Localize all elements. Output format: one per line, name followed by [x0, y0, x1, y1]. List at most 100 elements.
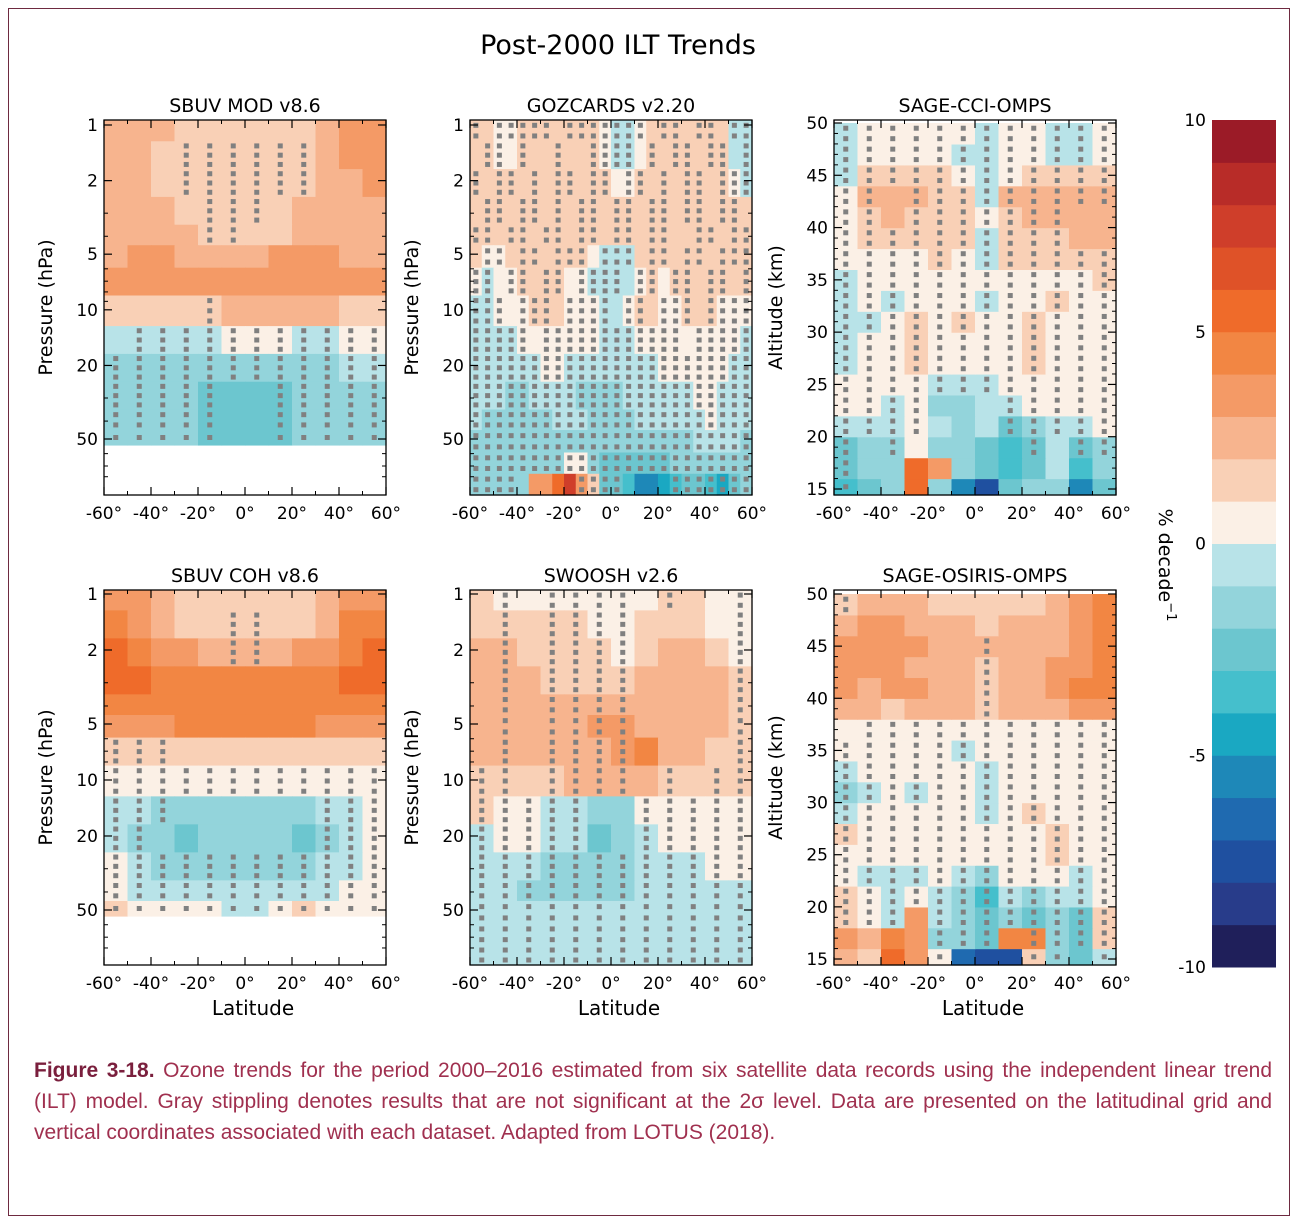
heatmap-cell [681, 714, 706, 739]
stipple-dot [1078, 920, 1084, 925]
heatmap-cell [1069, 457, 1094, 480]
stipple-dot [1054, 909, 1060, 915]
x-tick-label: 60° [737, 974, 767, 994]
stipple-dot [555, 383, 561, 389]
stipple-dot [526, 904, 532, 910]
heatmap-cell [998, 886, 1023, 908]
stipple-dot [502, 592, 508, 598]
y-tick-label: 5 [453, 715, 464, 735]
stipple-dot [254, 365, 260, 371]
stipple-dot [661, 455, 667, 461]
stipple-dot [984, 293, 990, 299]
heatmap-cell [658, 245, 671, 269]
stipple-dot [324, 328, 330, 334]
stipple-dot [684, 383, 690, 389]
stipple-dot [1078, 261, 1084, 267]
stipple-dot [1031, 303, 1037, 309]
heatmap-cell [904, 415, 929, 438]
heatmap-cell [564, 224, 577, 246]
stipple-dot [937, 345, 943, 351]
stipple-dot [626, 318, 632, 324]
heatmap-cell [362, 610, 387, 639]
heatmap-cell [904, 478, 929, 496]
heatmap-cell [245, 120, 270, 142]
stipple-dot [520, 237, 526, 243]
stipple-dot [573, 729, 579, 735]
heatmap-cell [681, 409, 694, 431]
stipple-dot [626, 199, 632, 205]
stipple-dot [1078, 418, 1084, 424]
stipple-dot [555, 346, 561, 352]
stipple-dot [661, 422, 667, 428]
heatmap-cell [315, 638, 340, 667]
stipple-dot [614, 346, 620, 352]
stipple-dot [549, 957, 555, 963]
heatmap-cell [245, 796, 270, 825]
stipple-dot [183, 337, 189, 343]
stipple-dot [866, 157, 872, 163]
stipple-dot [984, 680, 990, 686]
heatmap-cell [1069, 740, 1094, 762]
heatmap-cell [728, 880, 753, 902]
stipple-dot [913, 334, 919, 340]
stipple-dot [708, 383, 714, 389]
stipple-dot [843, 899, 849, 905]
stipple-dot [573, 817, 579, 823]
stipple-dot [731, 476, 737, 482]
heatmap-cell [517, 923, 542, 946]
stipple-dot [913, 784, 919, 790]
stipple-dot [731, 298, 737, 304]
stipple-dot [913, 387, 919, 393]
stipple-dot [549, 807, 555, 813]
heatmap-cell [928, 802, 953, 825]
stipple-dot [984, 669, 990, 675]
heatmap-cell [881, 269, 906, 291]
stipple-dot [643, 904, 649, 910]
stipple-dot [614, 476, 620, 482]
heatmap-cell [127, 666, 152, 695]
stipple-dot [602, 269, 608, 275]
y-tick-label: 30 [806, 323, 828, 343]
stipple-dot [937, 815, 943, 821]
stipple-dot [602, 318, 608, 324]
heatmap-cell [975, 865, 1000, 887]
stipple-dot [731, 346, 737, 352]
stipple-dot [649, 433, 655, 439]
x-tick-label: -20° [910, 974, 946, 994]
stipple-dot [843, 607, 849, 613]
heatmap-cell [716, 245, 730, 269]
heatmap-cell [1092, 823, 1117, 845]
stipple-dot [590, 227, 596, 233]
stipple-dot [207, 402, 213, 408]
stipple-dot [1007, 909, 1013, 915]
stipple-dot [508, 422, 514, 428]
x-tick-label: -60° [452, 974, 488, 994]
heatmap-cell [928, 677, 953, 699]
stipple-dot [508, 269, 514, 275]
heatmap-cell [834, 844, 859, 866]
heatmap-cell [857, 164, 882, 187]
stipple-dot [743, 422, 749, 428]
stipple-dot [743, 402, 749, 408]
heatmap-cell [975, 290, 1000, 312]
heatmap-cell [857, 353, 882, 375]
stipple-dot [1078, 815, 1084, 821]
colorbar-segment [1212, 628, 1276, 672]
stipple-dot [866, 732, 872, 738]
stipple-dot [183, 402, 189, 408]
stipple-dot [596, 957, 602, 963]
stipple-dot [890, 439, 896, 445]
heatmap-cell [951, 802, 976, 825]
stipple-dot [614, 365, 620, 371]
stipple-dot [596, 718, 602, 724]
stipple-dot [984, 387, 990, 393]
stipple-dot [984, 836, 990, 842]
stipple-dot [673, 337, 679, 343]
heatmap-cell [951, 906, 976, 929]
heatmap-cell [1092, 886, 1117, 908]
stipple-dot [520, 318, 526, 324]
stipple-dot [960, 188, 966, 194]
stipple-dot [496, 476, 502, 482]
stipple-dot [937, 878, 943, 884]
heatmap-cell [681, 945, 706, 966]
